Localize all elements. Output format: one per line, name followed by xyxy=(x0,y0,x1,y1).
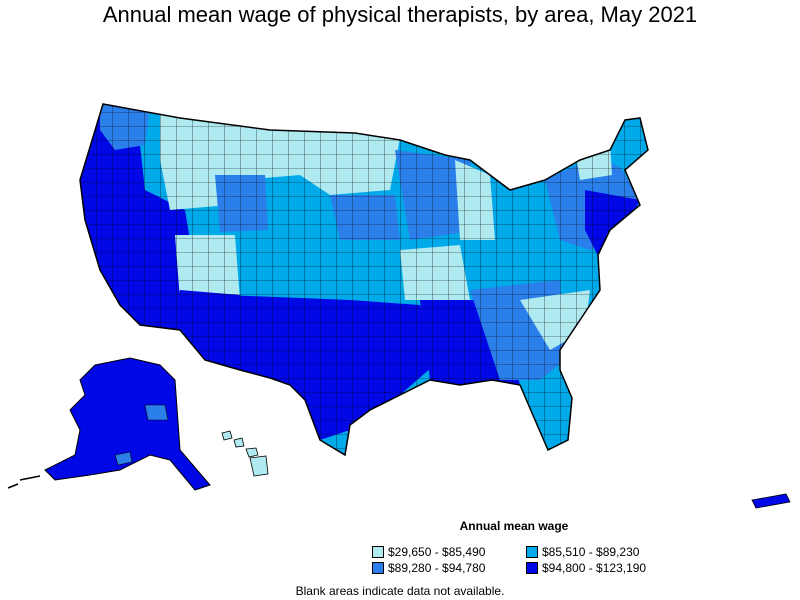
legend-swatch-1 xyxy=(372,545,384,558)
legend-swatch-4 xyxy=(526,561,538,574)
legend-title: Annual mean wage xyxy=(459,519,569,533)
map-title: Annual mean wage of physical therapists,… xyxy=(102,2,698,27)
data-availability-note: Blank areas indicate data not available. xyxy=(295,584,505,598)
legend-item-1: $29,650 - $85,490 xyxy=(372,545,485,559)
hawaii xyxy=(221,430,269,477)
legend-item-2: $85,510 - $89,230 xyxy=(526,545,639,559)
puerto-rico xyxy=(751,493,791,509)
continental-us-outline xyxy=(79,103,649,457)
legend-item-4: $94,800 - $123,190 xyxy=(526,561,646,575)
legend-swatch-2 xyxy=(526,545,538,558)
alaska xyxy=(7,357,211,491)
legend-item-3: $89,280 - $94,780 xyxy=(372,561,485,575)
legend-swatch-3 xyxy=(372,561,384,574)
